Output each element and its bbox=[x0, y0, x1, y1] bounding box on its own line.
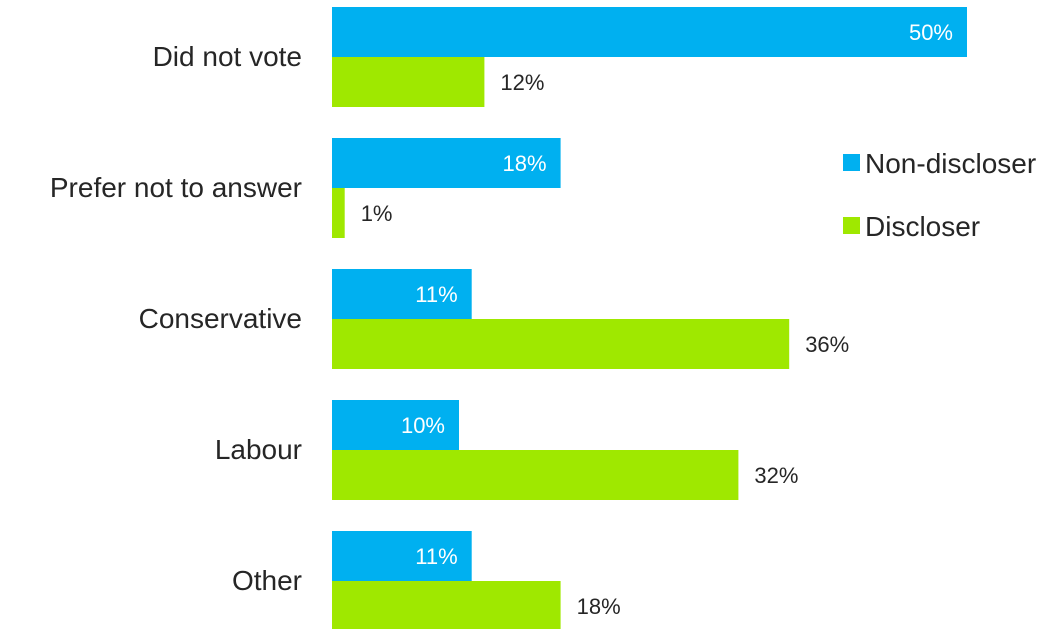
bar-discloser-other bbox=[332, 581, 561, 629]
bar-non-discloser-prefer-not-to-answer bbox=[332, 138, 561, 188]
bar-discloser-labour bbox=[332, 450, 739, 500]
data-label-discloser-other: 18% bbox=[577, 594, 621, 619]
category-label-conservative: Conservative bbox=[139, 303, 302, 334]
data-label-non-discloser-conservative: 11% bbox=[415, 282, 457, 307]
bar-discloser-did-not-vote bbox=[332, 57, 485, 107]
labels-layer: Did not vote 50% 12% Prefer not to answer 18… bbox=[50, 20, 953, 619]
bars-layer bbox=[332, 7, 967, 629]
legend-swatch-discloser bbox=[843, 217, 860, 234]
category-label-prefer-not-to-answer: Prefer not to answer bbox=[50, 172, 302, 203]
data-label-discloser-conservative: 36% bbox=[805, 332, 849, 357]
bar-discloser-prefer-not-to-answer bbox=[332, 188, 345, 238]
bar-non-discloser-other bbox=[332, 531, 472, 581]
data-label-discloser-labour: 32% bbox=[754, 463, 798, 488]
category-label-did-not-vote: Did not vote bbox=[153, 41, 302, 72]
legend: Non-discloser Discloser bbox=[843, 148, 1036, 242]
category-label-other: Other bbox=[232, 565, 302, 596]
bar-non-discloser-did-not-vote bbox=[332, 7, 967, 57]
legend-label-non-discloser: Non-discloser bbox=[865, 148, 1036, 179]
category-label-labour: Labour bbox=[215, 434, 302, 465]
bar-non-discloser-conservative bbox=[332, 269, 472, 319]
data-label-non-discloser-did-not-vote: 50% bbox=[909, 20, 953, 45]
bar-non-discloser-labour bbox=[332, 400, 459, 450]
data-label-discloser-did-not-vote: 12% bbox=[500, 70, 544, 95]
legend-label-discloser: Discloser bbox=[865, 211, 980, 242]
data-label-non-discloser-labour: 10% bbox=[401, 413, 445, 438]
data-label-non-discloser-other: 11% bbox=[415, 544, 457, 569]
bar-discloser-conservative bbox=[332, 319, 790, 369]
legend-swatch-non-discloser bbox=[843, 154, 860, 171]
data-label-discloser-prefer-not-to-answer: 1% bbox=[361, 201, 393, 226]
data-label-non-discloser-prefer-not-to-answer: 18% bbox=[503, 151, 547, 176]
